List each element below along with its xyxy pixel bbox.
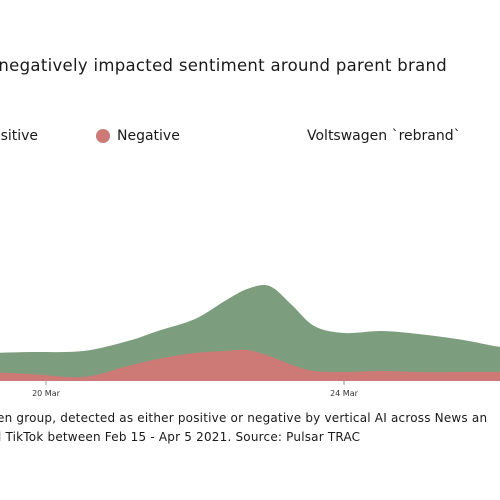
rebrand-annotation-label: Voltswagen `rebrand` [307,128,461,144]
x-tick-label: 24 Mar [330,389,359,398]
area-series-negative [0,349,500,381]
legend-swatch-negative [96,129,110,143]
caption-line-2: dit and TikTok between Feb 15 - Apr 5 20… [0,430,361,444]
chart-title: l negatively impacted sentiment around p… [0,56,448,75]
area-series-ositive [0,284,500,381]
legend-label-negative: Negative [117,128,180,144]
caption-line-1: kswagen group, detected as either positi… [0,411,488,425]
legend-label-positive: ositive [0,128,39,144]
x-tick-label: 20 Mar [32,389,61,398]
